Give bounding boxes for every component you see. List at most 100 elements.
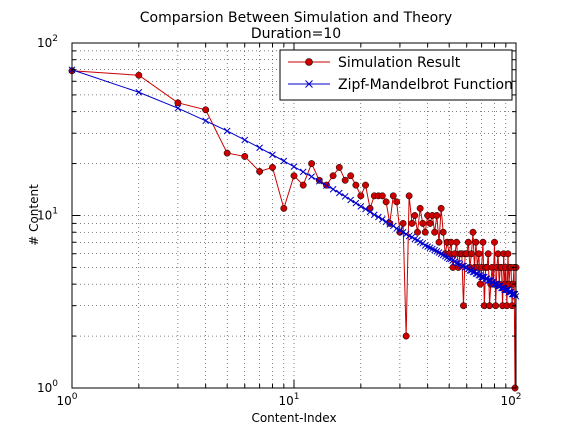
data-point-zipf-mandelbrot-function	[362, 205, 369, 213]
data-point-zipf-mandelbrot-function	[315, 177, 323, 185]
data-point-zipf-mandelbrot-function	[375, 213, 382, 221]
data-point-simulation-result	[484, 250, 492, 258]
data-point-simulation-result	[486, 302, 493, 310]
data-point-simulation-result	[421, 228, 429, 236]
data-point-zipf-mandelbrot-function	[508, 290, 516, 298]
data-point-simulation-result	[472, 238, 480, 246]
data-point-zipf-mandelbrot-function	[509, 290, 517, 298]
data-point-zipf-mandelbrot-function	[299, 168, 307, 176]
data-point-simulation-result	[464, 238, 472, 246]
data-point-simulation-result	[433, 212, 441, 219]
data-point-zipf-mandelbrot-function	[408, 233, 416, 241]
data-point-simulation-result	[329, 172, 337, 180]
data-point-zipf-mandelbrot-function	[135, 88, 143, 96]
data-point-simulation-result	[347, 172, 355, 180]
data-point-zipf-mandelbrot-function	[269, 151, 276, 159]
data-point-simulation-result	[460, 302, 467, 310]
data-point-zipf-mandelbrot-function	[511, 290, 519, 298]
chart-title: Comparsion Between Simulation and Theory	[140, 10, 452, 26]
data-point-simulation-result	[504, 250, 512, 258]
data-point-simulation-result	[435, 238, 443, 246]
ticks: 100 101 102 100 101 102	[37, 34, 522, 408]
data-point-zipf-mandelbrot-function	[393, 225, 401, 232]
data-point-zipf-mandelbrot-function	[202, 117, 210, 125]
y-tick-label: 100	[37, 379, 58, 395]
data-point-simulation-result	[411, 212, 419, 219]
data-point-zipf-mandelbrot-function	[347, 196, 355, 204]
data-point-simulation-result	[419, 219, 427, 227]
data-point-simulation-result	[362, 181, 369, 189]
data-point-simulation-result	[469, 228, 477, 236]
legend-label-zipf: Zipf-Mandelbrot Function	[338, 77, 513, 93]
data-point-zipf-mandelbrot-function	[491, 280, 498, 288]
data-point-zipf-mandelbrot-function	[505, 288, 513, 296]
data-point-simulation-result	[414, 228, 421, 236]
data-point-zipf-mandelbrot-function	[396, 227, 404, 234]
data-point-simulation-result	[492, 302, 500, 310]
data-point-simulation-result	[241, 152, 249, 160]
data-point-zipf-mandelbrot-function	[352, 199, 360, 207]
x-tick-label: 102	[500, 392, 521, 408]
legend-label-simulation: Simulation Result	[338, 55, 461, 71]
data-point-simulation-result	[202, 106, 210, 114]
data-point-zipf-mandelbrot-function	[290, 163, 298, 170]
x-axis-label: Content-Index	[251, 411, 336, 425]
data-point-zipf-mandelbrot-function	[223, 127, 231, 135]
data-point-simulation-result	[378, 192, 386, 200]
data-point-zipf-mandelbrot-function	[366, 208, 374, 216]
data-point-zipf-mandelbrot-function	[478, 273, 485, 281]
data-point-zipf-mandelbrot-function	[378, 215, 386, 223]
data-point-simulation-result	[437, 204, 445, 212]
data-point-simulation-result	[475, 250, 483, 258]
data-point-simulation-result	[174, 99, 182, 107]
data-point-zipf-mandelbrot-function	[370, 211, 378, 219]
data-point-simulation-result	[308, 160, 316, 168]
data-point-zipf-mandelbrot-function	[256, 144, 263, 152]
data-point-simulation-result	[491, 238, 498, 246]
y-tick-label: 101	[37, 207, 58, 223]
chart-subtitle: Duration=10	[251, 26, 341, 42]
legend: Simulation Result Zipf-Mandelbrot Functi…	[279, 49, 513, 101]
data-point-zipf-mandelbrot-function	[502, 286, 510, 294]
data-point-zipf-mandelbrot-function	[402, 230, 410, 238]
data-point-simulation-result	[269, 163, 276, 171]
data-point-zipf-mandelbrot-function	[445, 255, 453, 263]
data-point-zipf-mandelbrot-function	[458, 262, 466, 270]
data-point-zipf-mandelbrot-function	[453, 259, 460, 267]
data-point-simulation-result	[280, 204, 288, 212]
data-point-simulation-result	[416, 204, 424, 212]
data-point-simulation-result	[352, 181, 360, 189]
data-point-zipf-mandelbrot-function	[484, 277, 492, 284]
data-point-zipf-mandelbrot-function	[308, 173, 315, 180]
data-point-simulation-result	[468, 250, 475, 258]
series-layer	[68, 66, 520, 392]
data-point-simulation-result	[135, 71, 143, 79]
data-point-zipf-mandelbrot-function	[357, 202, 365, 210]
y-axis-label: # Content	[27, 184, 41, 246]
data-point-zipf-mandelbrot-function	[280, 157, 288, 165]
data-point-simulation-result	[476, 280, 484, 288]
data-point-simulation-result	[341, 176, 349, 184]
data-point-simulation-result	[357, 192, 365, 200]
data-point-zipf-mandelbrot-function	[329, 185, 337, 193]
data-point-simulation-result	[439, 228, 447, 236]
data-point-simulation-result	[402, 332, 410, 340]
data-point-simulation-result	[299, 181, 307, 189]
data-point-zipf-mandelbrot-function	[494, 282, 502, 290]
data-point-zipf-mandelbrot-function	[461, 264, 469, 271]
data-point-simulation-result	[399, 219, 407, 227]
data-point-zipf-mandelbrot-function	[174, 104, 182, 112]
data-point-simulation-result	[393, 198, 401, 206]
data-point-zipf-mandelbrot-function	[389, 222, 397, 230]
data-point-zipf-mandelbrot-function	[241, 136, 249, 144]
data-point-simulation-result	[389, 192, 397, 200]
legend-box	[279, 49, 513, 101]
data-point-simulation-result	[290, 172, 298, 180]
x-tick-label: 100	[56, 392, 77, 408]
data-point-simulation-result	[382, 198, 390, 206]
data-point-simulation-result	[405, 192, 413, 200]
y-tick-label: 102	[37, 34, 58, 50]
legend-marker-simulation	[305, 58, 313, 66]
data-point-zipf-mandelbrot-function	[323, 182, 330, 189]
